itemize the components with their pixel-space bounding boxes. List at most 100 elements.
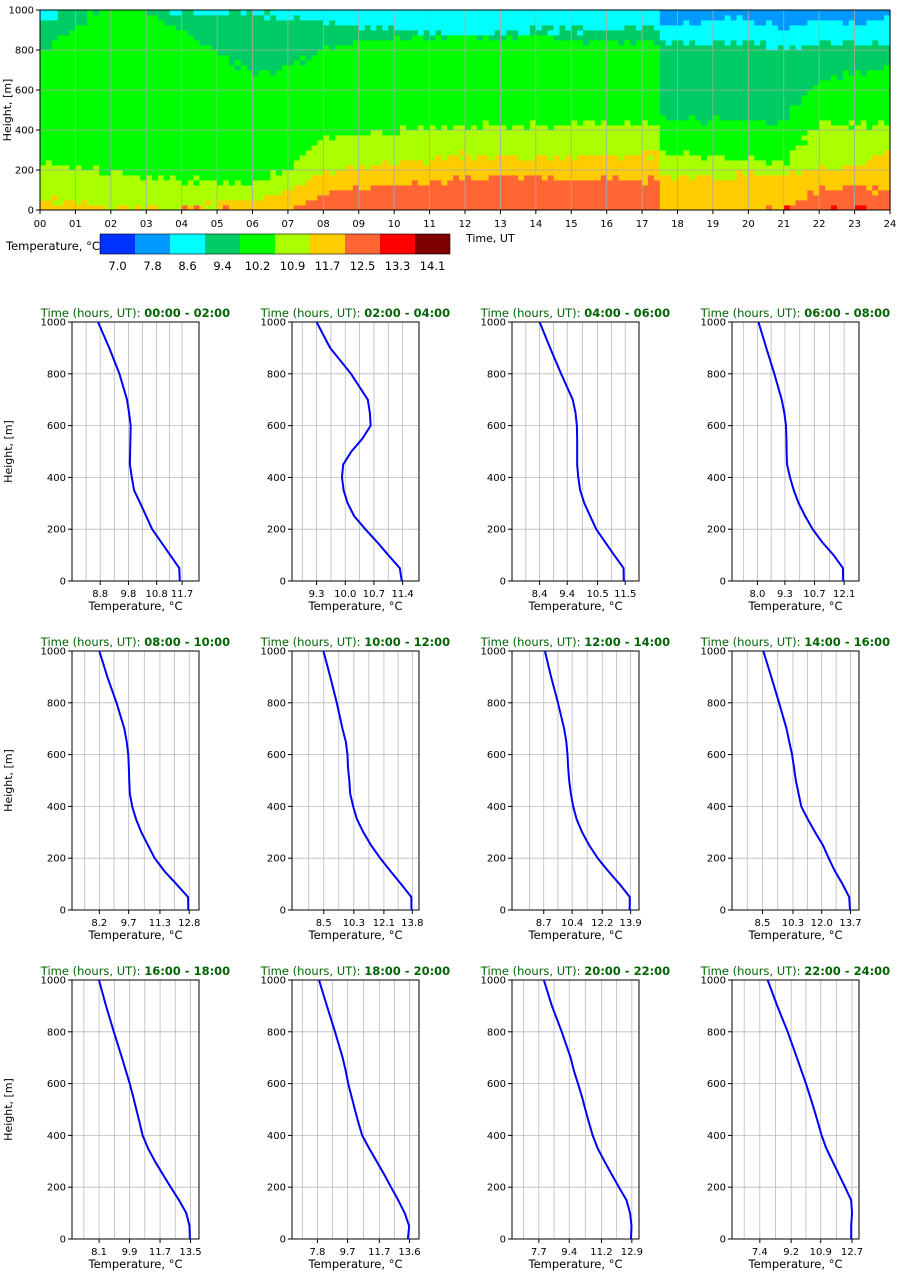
heatmap-cell bbox=[860, 205, 867, 211]
heatmap-cell bbox=[240, 185, 248, 201]
x-tick-label: 15 bbox=[565, 219, 578, 230]
heatmap-cell bbox=[748, 40, 755, 121]
profile-y-axis-label: Height, [m] bbox=[2, 1078, 15, 1141]
heatmap-cell bbox=[612, 155, 620, 176]
profile-panel: 0 200 400 600 800 1000 8.5 10.3 12.0 13.7 Time (ho… bbox=[700, 635, 890, 942]
heatmap-cell bbox=[771, 175, 779, 211]
profile-panel: 0 200 400 600 800 1000 8.4 9.4 10.5 11.5 Time (hou… bbox=[480, 306, 670, 613]
heatmap-cell bbox=[618, 180, 625, 211]
heatmap-cell bbox=[588, 10, 596, 31]
heatmap-cell bbox=[394, 30, 401, 36]
heatmap-cell bbox=[494, 175, 502, 211]
heatmap-cell bbox=[783, 10, 791, 31]
heatmap-cell bbox=[547, 175, 555, 211]
heatmap-cell bbox=[642, 25, 649, 41]
heatmap-cell bbox=[535, 175, 543, 211]
profile-frame bbox=[731, 979, 860, 1240]
heatmap-cell bbox=[75, 205, 82, 211]
heatmap-cell bbox=[81, 25, 88, 171]
heatmap-cell bbox=[488, 160, 496, 176]
heatmap-cell bbox=[577, 40, 584, 126]
heatmap-cell bbox=[376, 10, 383, 26]
heatmap-cell bbox=[807, 45, 814, 91]
x-tick-label: 01 bbox=[69, 219, 82, 230]
heatmap-cell bbox=[122, 205, 130, 211]
heatmap-cell bbox=[712, 115, 720, 156]
heatmap-cell bbox=[99, 175, 106, 206]
heatmap-cell bbox=[293, 160, 301, 186]
heatmap-cell bbox=[659, 25, 667, 41]
profile-title: Time (hours, UT): 20:00 - 22:00 bbox=[480, 964, 670, 978]
colorbar-value: 11.7 bbox=[315, 259, 341, 273]
y-tick-label: 200 bbox=[487, 525, 506, 536]
colorbar-swatch bbox=[100, 234, 135, 254]
heatmap-cell bbox=[606, 30, 614, 41]
heatmap-cell bbox=[228, 10, 236, 66]
x-tick-label: 8.8 bbox=[92, 589, 108, 600]
heatmap-cell bbox=[40, 165, 47, 201]
x-tick-label: 12.8 bbox=[178, 918, 200, 929]
heatmap-cell bbox=[524, 175, 531, 211]
heatmap-cell bbox=[364, 25, 372, 41]
heatmap-cell bbox=[565, 40, 572, 126]
heatmap-cell bbox=[813, 10, 820, 21]
x-tick-label: 8.7 bbox=[536, 918, 552, 929]
heatmap-cell bbox=[571, 40, 578, 121]
y-tick-label: 800 bbox=[15, 46, 34, 57]
heatmap-cell bbox=[400, 30, 407, 41]
heatmap-cell bbox=[494, 155, 502, 176]
heatmap-cell bbox=[459, 125, 466, 151]
heatmap-cell bbox=[535, 125, 543, 156]
heatmap-cell bbox=[647, 155, 655, 161]
heatmap-cell bbox=[358, 135, 366, 166]
heatmap-cell bbox=[600, 10, 608, 31]
heatmap-cell bbox=[594, 10, 602, 31]
heatmap-cell bbox=[441, 125, 448, 161]
heatmap-cell bbox=[382, 30, 389, 41]
heatmap-cell bbox=[724, 120, 732, 161]
heatmap-cell bbox=[311, 55, 319, 146]
heatmap-y-axis-label: Height, [m] bbox=[1, 79, 14, 142]
heatmap-cell bbox=[205, 45, 212, 181]
heatmap-cell bbox=[565, 10, 572, 31]
heatmap-cell bbox=[370, 185, 378, 211]
profile-title: Time (hours, UT): 14:00 - 16:00 bbox=[700, 635, 890, 649]
y-tick-label: 0 bbox=[280, 1235, 286, 1246]
heatmap-cell bbox=[783, 50, 791, 121]
colorbar-value: 7.0 bbox=[108, 259, 126, 273]
heatmap-cell bbox=[364, 190, 372, 211]
heatmap-cell bbox=[665, 45, 673, 121]
heatmap-cell bbox=[653, 45, 661, 126]
heatmap-cell bbox=[771, 10, 779, 26]
heatmap-cell bbox=[199, 10, 206, 16]
heatmap-cell bbox=[795, 50, 803, 106]
heatmap-cell bbox=[860, 10, 867, 26]
heatmap-cell bbox=[872, 20, 879, 41]
heatmap-cell bbox=[801, 145, 808, 171]
heatmap-cell bbox=[270, 170, 277, 196]
y-tick-label: 1000 bbox=[701, 647, 726, 658]
x-tick-label: 8.5 bbox=[316, 918, 332, 929]
heatmap-cell bbox=[470, 180, 478, 211]
heatmap-cell bbox=[748, 170, 755, 211]
heatmap-cell bbox=[653, 180, 661, 211]
heatmap-cell bbox=[559, 180, 566, 211]
heatmap-cell bbox=[75, 165, 82, 206]
heatmap-cell bbox=[677, 120, 684, 156]
heatmap-cell bbox=[559, 10, 566, 26]
heatmap-cell bbox=[748, 120, 755, 156]
heatmap-cell bbox=[647, 10, 655, 26]
y-tick-label: 800 bbox=[47, 1027, 66, 1038]
heatmap-cell bbox=[63, 10, 71, 36]
heatmap-cell bbox=[287, 10, 295, 21]
heatmap-cell bbox=[488, 35, 496, 41]
heatmap-cell bbox=[789, 45, 797, 106]
y-tick-label: 800 bbox=[47, 698, 66, 709]
heatmap-cell bbox=[93, 205, 100, 211]
heatmap-cell bbox=[270, 15, 277, 76]
heatmap-cell bbox=[518, 180, 525, 211]
heatmap-cell bbox=[417, 10, 425, 36]
heatmap-cell bbox=[234, 10, 242, 61]
heatmap-cell bbox=[588, 40, 596, 121]
y-tick-label: 1000 bbox=[9, 6, 34, 17]
